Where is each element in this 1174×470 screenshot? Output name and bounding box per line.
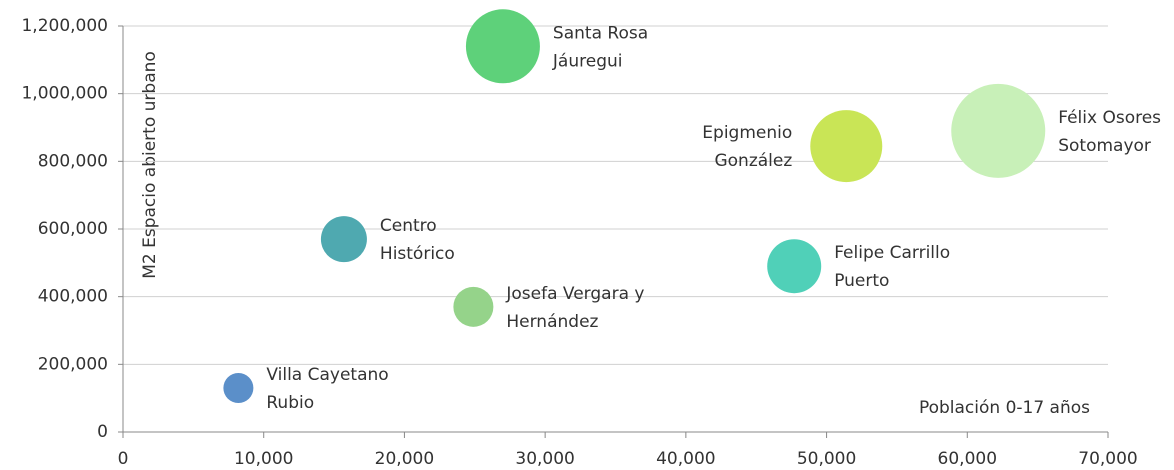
bubble-label: Centro (380, 216, 437, 236)
x-tick-label: 50,000 (797, 449, 856, 469)
x-tick-label: 0 (118, 449, 129, 469)
bubble-label: Félix Osores (1058, 108, 1161, 128)
x-tick-label: 20,000 (375, 449, 434, 469)
y-tick-label: 1,200,000 (21, 16, 108, 36)
bubble (951, 83, 1046, 178)
bubble (767, 239, 822, 294)
x-tick-label: 10,000 (234, 449, 293, 469)
x-tick-label: 60,000 (938, 449, 997, 469)
bubble-label: Santa Rosa (553, 23, 648, 43)
x-axis-title: Población 0-17 años (919, 398, 1090, 418)
bubble-label: Epigmenio (702, 123, 792, 143)
bubble (320, 216, 367, 263)
bubble-label: Jáuregui (552, 51, 623, 71)
bubble-label: Sotomayor (1058, 136, 1151, 156)
bubble-label: Villa Cayetano (266, 365, 388, 385)
bubble (223, 373, 254, 404)
y-tick-label: 600,000 (38, 219, 108, 239)
bubble-label: González (714, 151, 792, 171)
x-tick-label: 70,000 (1078, 449, 1137, 469)
bubble-label: Puerto (834, 271, 889, 291)
bubble-label: Josefa Vergara y (505, 284, 644, 304)
x-tick-label: 40,000 (656, 449, 715, 469)
bubble (453, 286, 494, 327)
y-tick-label: 200,000 (38, 354, 108, 374)
bubble-label: Felipe Carrillo (834, 243, 950, 263)
bubble-label: Histórico (380, 244, 455, 264)
x-tick-label: 30,000 (515, 449, 574, 469)
y-tick-label: 1,000,000 (21, 84, 108, 104)
y-tick-label: 400,000 (38, 287, 108, 307)
y-tick-label: 800,000 (38, 151, 108, 171)
bubble (465, 9, 540, 84)
bubble-label: Rubio (266, 393, 314, 413)
y-tick-label: 0 (97, 422, 108, 442)
bubble-label: Hernández (506, 312, 598, 332)
y-axis-title: M2 Espacio abierto urbano (140, 51, 160, 279)
bubble (810, 110, 883, 183)
